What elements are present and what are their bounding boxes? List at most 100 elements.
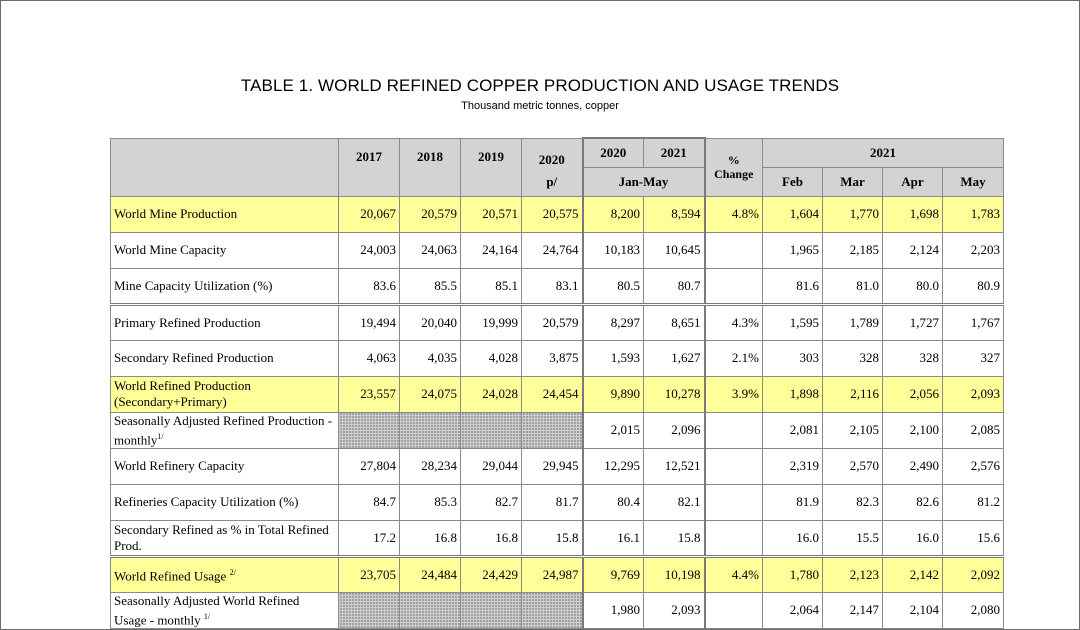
table-row: Seasonally Adjusted World Refined Usage … bbox=[110, 591, 1004, 630]
header-blank bbox=[110, 137, 339, 197]
table-row: Secondary Refined Production 4,063 4,035… bbox=[110, 339, 1004, 377]
cell-value: 15.8 bbox=[521, 519, 583, 557]
cell-value: 24,764 bbox=[521, 231, 583, 269]
cell-month: 2,319 bbox=[762, 447, 823, 485]
cell-month: 2,104 bbox=[882, 591, 943, 630]
cell-month: 2,056 bbox=[882, 375, 943, 413]
cell-ytd: 10,198 bbox=[643, 554, 706, 593]
row-label: Refineries Capacity Utilization (%) bbox=[110, 483, 339, 521]
header-month: Apr bbox=[882, 166, 943, 197]
cell-value: 4,063 bbox=[338, 339, 400, 377]
cell-month: 328 bbox=[882, 339, 943, 377]
cell-pct bbox=[704, 447, 763, 485]
cell-value: 20,571 bbox=[460, 195, 522, 233]
cell-value: 19,494 bbox=[338, 302, 400, 341]
row-label: Mine Capacity Utilization (%) bbox=[110, 267, 339, 305]
cell-month: 82.6 bbox=[882, 483, 943, 521]
cell-pct bbox=[704, 591, 763, 630]
row-label: Primary Refined Production bbox=[110, 302, 339, 341]
table-row: Secondary Refined as % in Total Refined … bbox=[110, 519, 1004, 557]
copper-trends-table: 2017 2018 2019 2020 p/ 2020 2021 % Change … bbox=[110, 137, 1004, 630]
cell-value: 20,579 bbox=[399, 195, 461, 233]
cell-ytd: 15.8 bbox=[643, 519, 706, 557]
cell-ytd: 9,769 bbox=[581, 554, 644, 593]
cell-value: 24,063 bbox=[399, 231, 461, 269]
table-row: Refineries Capacity Utilization (%) 84.7… bbox=[110, 483, 1004, 521]
cell-value: 81.7 bbox=[521, 483, 583, 521]
cell-value: 24,003 bbox=[338, 231, 400, 269]
header-month: May bbox=[942, 166, 1004, 197]
cell-month: 81.9 bbox=[762, 483, 823, 521]
header-pct-change: % Change bbox=[704, 137, 763, 197]
row-label: World Refined Production (Secondary+Prim… bbox=[110, 375, 339, 413]
cell-value: 16.8 bbox=[399, 519, 461, 557]
header-ytd-year: 2020 bbox=[581, 137, 644, 168]
cell-value: 24,429 bbox=[460, 554, 522, 593]
cell-na bbox=[338, 591, 400, 630]
row-label-text: World Refined Usage bbox=[114, 568, 227, 584]
cell-value: 85.3 bbox=[399, 483, 461, 521]
cell-value: 23,557 bbox=[338, 375, 400, 413]
cell-value: 20,575 bbox=[521, 195, 583, 233]
table-row: Primary Refined Production 19,494 20,040… bbox=[110, 302, 1004, 341]
table-row: World Mine Production 20,067 20,579 20,5… bbox=[110, 195, 1004, 233]
row-label: World Mine Production bbox=[110, 195, 339, 233]
cell-month: 16.0 bbox=[762, 519, 823, 557]
header-year: 2019 bbox=[460, 137, 522, 197]
cell-month: 328 bbox=[822, 339, 883, 377]
cell-ytd: 10,278 bbox=[643, 375, 706, 413]
header-pct-symbol: % bbox=[727, 153, 740, 167]
cell-month: 2,093 bbox=[942, 375, 1004, 413]
row-label-text: Seasonally Adjusted World Refined Usage … bbox=[114, 592, 300, 628]
row-label: Secondary Refined as % in Total Refined … bbox=[110, 519, 339, 557]
cell-na bbox=[338, 411, 400, 449]
cell-ytd: 9,890 bbox=[581, 375, 644, 413]
header-year-label: 2020 bbox=[538, 151, 565, 167]
cell-pct: 3.9% bbox=[704, 375, 763, 413]
cell-month: 2,081 bbox=[762, 411, 823, 449]
cell-month: 2,080 bbox=[942, 591, 1004, 630]
cell-na bbox=[460, 411, 522, 449]
row-label: Secondary Refined Production bbox=[110, 339, 339, 377]
cell-ytd: 12,295 bbox=[581, 447, 644, 485]
cell-month: 82.3 bbox=[822, 483, 883, 521]
cell-month: 1,770 bbox=[822, 195, 883, 233]
cell-value: 16.8 bbox=[460, 519, 522, 557]
cell-value: 20,067 bbox=[338, 195, 400, 233]
row-label-text: Seasonally Adjusted Refined Production -… bbox=[114, 412, 333, 447]
row-label: Seasonally Adjusted World Refined Usage … bbox=[110, 591, 339, 630]
cell-month: 81.0 bbox=[822, 267, 883, 305]
cell-na bbox=[399, 591, 461, 630]
cell-month: 16.0 bbox=[882, 519, 943, 557]
table-row: Mine Capacity Utilization (%) 83.6 85.5 … bbox=[110, 267, 1004, 305]
cell-ytd: 16.1 bbox=[581, 519, 644, 557]
cell-month: 1,780 bbox=[762, 554, 823, 593]
table-row: World Refined Usage 2/ 23,705 24,484 24,… bbox=[110, 554, 1004, 593]
table-title: TABLE 1. WORLD REFINED COPPER PRODUCTION… bbox=[240, 76, 840, 95]
cell-ytd: 8,651 bbox=[643, 302, 706, 341]
cell-month: 2,570 bbox=[822, 447, 883, 485]
cell-month: 80.0 bbox=[882, 267, 943, 305]
header-month: Mar bbox=[822, 166, 883, 197]
header-year: 2017 bbox=[338, 137, 400, 197]
cell-value: 19,999 bbox=[460, 302, 522, 341]
footnote-marker: 1/ bbox=[203, 611, 211, 621]
cell-value: 24,164 bbox=[460, 231, 522, 269]
cell-value: 24,454 bbox=[521, 375, 583, 413]
cell-pct bbox=[704, 519, 763, 557]
cell-ytd: 82.1 bbox=[643, 483, 706, 521]
row-label: World Refinery Capacity bbox=[110, 447, 339, 485]
cell-month: 1,698 bbox=[882, 195, 943, 233]
cell-month: 81.2 bbox=[942, 483, 1004, 521]
cell-month: 80.9 bbox=[942, 267, 1004, 305]
cell-month: 2,064 bbox=[762, 591, 823, 630]
cell-month: 2,142 bbox=[882, 554, 943, 593]
cell-ytd: 1,627 bbox=[643, 339, 706, 377]
cell-value: 17.2 bbox=[338, 519, 400, 557]
row-label: Seasonally Adjusted Refined Production -… bbox=[110, 411, 339, 449]
cell-month: 2,100 bbox=[882, 411, 943, 449]
cell-na bbox=[521, 591, 583, 630]
table-row: World Refinery Capacity 27,804 28,234 29… bbox=[110, 447, 1004, 485]
cell-value: 24,484 bbox=[399, 554, 461, 593]
cell-month: 1,965 bbox=[762, 231, 823, 269]
